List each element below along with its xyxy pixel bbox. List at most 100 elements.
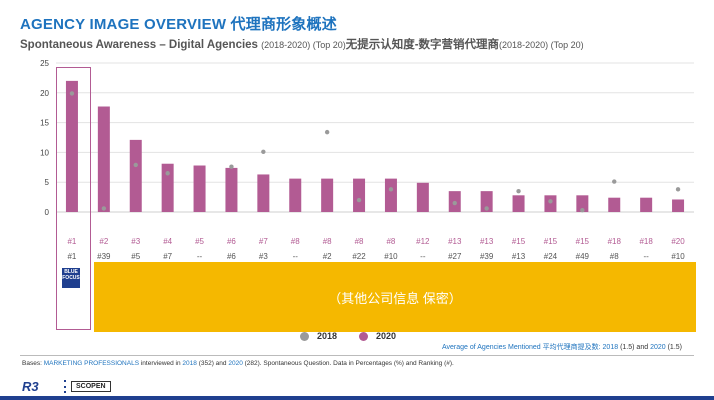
rank-2018-label: #5	[131, 252, 140, 261]
bases-label: Bases:	[22, 360, 42, 367]
rank-2020-label: #1	[67, 237, 76, 246]
rank-2020-label: #8	[291, 237, 300, 246]
average-year-2020: 2020	[650, 344, 666, 351]
dot-2018	[612, 179, 617, 184]
rank-2020-label: #8	[355, 237, 364, 246]
bar-2020	[129, 139, 142, 212]
dot-2018	[548, 199, 553, 204]
rank-2018-label: #8	[610, 252, 619, 261]
dot-2018	[580, 208, 585, 213]
rank-2018-label: #1	[67, 252, 76, 261]
bluefocus-logo: BLUE FOCUS	[62, 268, 80, 288]
dot-2018	[69, 91, 75, 96]
subtitle-main: Spontaneous Awareness – Digital Agencies	[20, 39, 258, 51]
rank-2020-label: #7	[259, 237, 268, 246]
bases-year-2020: 2020	[228, 360, 243, 367]
subtitle-years: (2018-2020) (Top 20)	[261, 40, 346, 50]
rank-2020-label: #6	[227, 237, 236, 246]
bar-2020	[353, 178, 366, 212]
dot-2018	[516, 188, 521, 194]
rank-2020-label: #5	[195, 237, 204, 246]
bar-2020	[672, 199, 685, 212]
dot-2018	[388, 187, 394, 192]
dot-2018	[133, 162, 138, 168]
bar-2020	[65, 80, 78, 212]
bar-2020	[321, 178, 334, 212]
dot-2018	[356, 197, 362, 203]
bases-note: Bases: MARKETING PROFESSIONALS interview…	[22, 360, 454, 367]
legend-label-2018: 2018	[317, 331, 338, 341]
chart-legend: 2018 2020	[300, 331, 418, 341]
y-tick-label: 10	[40, 148, 49, 157]
bar-2020	[193, 165, 206, 212]
rank-2018-label: #24	[544, 252, 558, 261]
average-and: and	[636, 344, 649, 351]
rank-2018-label: --	[420, 252, 426, 261]
page-subtitle: Spontaneous Awareness – Digital Agencies…	[20, 36, 584, 52]
rank-2020-label: #8	[386, 237, 395, 246]
bases-text: interviewed in	[140, 360, 181, 367]
bar-2020	[97, 106, 110, 212]
bottom-bar	[0, 396, 714, 400]
rank-2018-label: #10	[384, 252, 398, 261]
bar-2020	[512, 195, 525, 212]
average-value-2020: (1.5)	[667, 344, 682, 351]
rank-2020-label: #8	[323, 237, 332, 246]
rank-2020-label: #15	[544, 237, 558, 246]
bar-2020	[257, 174, 270, 212]
rank-2018-label: #10	[671, 252, 685, 261]
rank-2018-label: --	[643, 252, 649, 261]
r3-logo: R3	[22, 379, 39, 394]
confidential-label: （其他公司信息 保密）	[328, 290, 462, 306]
rank-2018-label: #7	[163, 252, 172, 261]
average-value-2018: (1.5)	[620, 344, 635, 351]
bar-2020	[480, 191, 493, 212]
dot-2018	[165, 171, 170, 176]
bar-chart: 0 5 10 15 20 25 #1 #1 #2 #39 #3 #5 #4 #7 #5 -- #6 #6 #7 #3 #…	[40, 59, 694, 261]
logo-separator	[64, 380, 66, 393]
bases-n-2020: (282). Spontaneous Question. Data in Per…	[244, 360, 454, 367]
legend-item-2018: 2018	[300, 331, 337, 341]
rank-2020-label: #18	[608, 237, 622, 246]
legend-item-2020: 2020	[359, 331, 396, 341]
average-label: Average of Agencies Mentioned 平均代理商提及数:	[441, 344, 601, 351]
bar-2020	[161, 163, 174, 212]
bar-2020	[225, 167, 238, 212]
rank-2018-label: --	[197, 252, 203, 261]
average-note: Average of Agencies Mentioned 平均代理商提及数: …	[442, 342, 682, 352]
legend-dot-2020	[359, 331, 369, 341]
rank-2018-label: #39	[97, 252, 111, 261]
subtitle-years-2: (2018-2020) (Top 20)	[499, 40, 584, 50]
bar-2020	[576, 195, 589, 212]
confidential-panel: （其他公司信息 保密）	[94, 262, 696, 332]
bases-n-2018: (352) and	[198, 360, 227, 367]
rank-2018-label: --	[293, 252, 299, 261]
bases-group: MARKETING PROFESSIONALS	[43, 360, 140, 367]
bar-2020	[416, 182, 429, 212]
y-tick-label: 5	[45, 178, 50, 187]
dot-2018	[261, 149, 266, 155]
y-tick-label: 20	[40, 89, 49, 98]
highlight-box	[56, 67, 91, 330]
bar-2020	[608, 197, 621, 212]
rank-2018-label: #27	[448, 252, 462, 261]
subtitle-cn: 无提示认知度-数字营销代理商	[345, 39, 500, 51]
rank-2018-label: #39	[480, 252, 494, 261]
rank-2018-label: #2	[323, 252, 332, 261]
rank-2020-label: #13	[480, 237, 494, 246]
dot-2018	[101, 206, 107, 211]
y-tick-label: 15	[40, 119, 49, 128]
bar-2020	[289, 178, 302, 212]
rank-2020-label: #20	[671, 237, 685, 246]
rank-2020-label: #12	[416, 237, 430, 246]
average-year-2018: 2018	[602, 344, 619, 351]
bar-2020	[640, 197, 653, 212]
dot-2018	[675, 187, 681, 192]
bases-year-2018: 2018	[182, 360, 197, 367]
rank-2018-label: #22	[352, 252, 366, 261]
rank-2020-label: #3	[131, 237, 140, 246]
legend-label-2020: 2020	[376, 331, 397, 341]
dot-2018	[484, 206, 489, 211]
legend-dot-2018	[300, 331, 309, 341]
rank-2018-label: #13	[512, 252, 526, 261]
